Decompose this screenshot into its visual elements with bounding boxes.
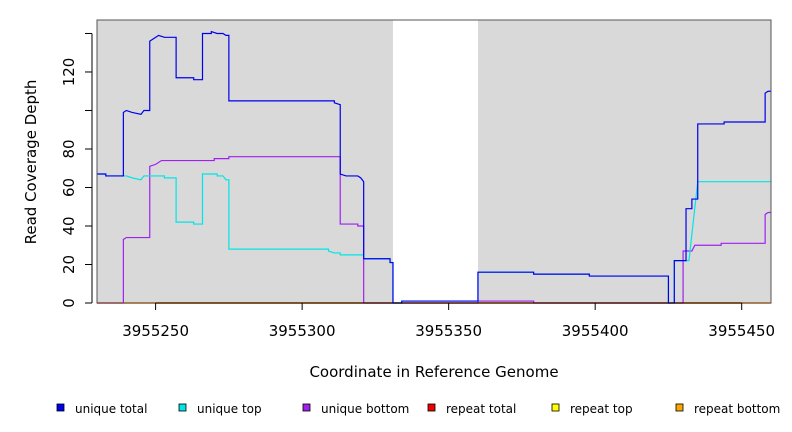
y-axis: 0 20 40 60 80 120 bbox=[60, 32, 93, 308]
background-regions bbox=[97, 20, 771, 303]
legend-swatch bbox=[427, 403, 436, 412]
series-line-unique-bottom bbox=[97, 156, 771, 304]
legend-swatch bbox=[56, 403, 65, 412]
legend-entry: unique top bbox=[178, 402, 262, 416]
legend: unique total unique top unique bottom repea… bbox=[56, 402, 780, 416]
legend-entry: repeat bottom bbox=[675, 402, 780, 416]
y-tick-label: 120 bbox=[60, 58, 78, 87]
legend-entry: unique bottom bbox=[302, 402, 409, 416]
y-tick-label: 0 bbox=[60, 298, 78, 308]
y-tick-label: 40 bbox=[60, 216, 78, 235]
x-tick-label: 3955350 bbox=[415, 322, 482, 340]
legend-entry: repeat total bbox=[427, 402, 516, 416]
shaded-region bbox=[477, 20, 771, 303]
series-line-unique-total bbox=[97, 30, 771, 304]
x-axis-label: Coordinate in Reference Genome bbox=[309, 363, 558, 381]
x-tick-label: 3955250 bbox=[122, 322, 189, 340]
legend-label: repeat top bbox=[570, 402, 633, 416]
y-axis-label: Read Coverage Depth bbox=[22, 80, 40, 245]
legend-swatch bbox=[551, 403, 560, 412]
legend-swatch bbox=[178, 403, 187, 412]
x-tick-label: 3955450 bbox=[708, 322, 775, 340]
legend-label: unique total bbox=[75, 402, 147, 416]
legend-label: repeat total bbox=[446, 402, 516, 416]
legend-label: repeat bottom bbox=[694, 402, 780, 416]
legend-swatch bbox=[675, 403, 684, 412]
x-axis: 3955250 3955300 3955350 3955400 3955450 bbox=[122, 302, 775, 340]
legend-label: unique bottom bbox=[321, 402, 409, 416]
y-tick-label: 60 bbox=[60, 178, 78, 197]
y-tick-label: 80 bbox=[60, 139, 78, 158]
x-tick-label: 3955300 bbox=[269, 322, 336, 340]
legend-label: unique top bbox=[197, 402, 262, 416]
y-tick-label: 20 bbox=[60, 255, 78, 274]
x-tick-label: 3955400 bbox=[562, 322, 629, 340]
legend-entry: repeat top bbox=[551, 402, 633, 416]
legend-entry: unique total bbox=[56, 402, 147, 416]
legend-swatch bbox=[302, 403, 311, 412]
shaded-region bbox=[97, 20, 393, 303]
